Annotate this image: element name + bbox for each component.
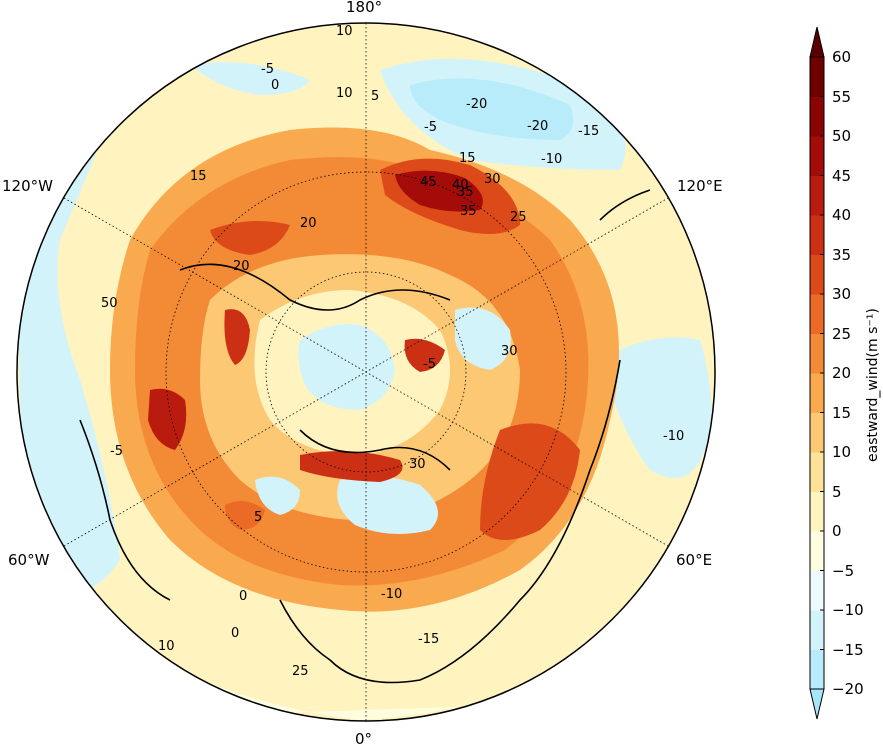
contour-label: -10 (663, 429, 684, 444)
colorbar-segment (810, 215, 824, 255)
colorbar-segment (810, 412, 824, 453)
colorbar-segment (810, 452, 824, 492)
contour-label: 0 (239, 589, 247, 604)
contour-region (404, 338, 445, 372)
colorbar-tick-label: 45 (832, 166, 852, 185)
contour-label: 50 (101, 296, 118, 311)
colorbar-unit: (m s⁻¹) (865, 308, 881, 358)
contour-label: 5 (254, 510, 262, 525)
colorbar-segment (810, 649, 824, 690)
colorbar-extend-high (809, 26, 825, 58)
contour-label: 5 (371, 89, 379, 104)
contour-region (300, 451, 403, 482)
colorbar-tick-label: 10 (832, 443, 852, 461)
colorbar-tick-label: −10 (832, 601, 864, 619)
contour-label: -5 (110, 444, 123, 459)
colorbar-segment (810, 175, 824, 216)
graticule (63, 197, 669, 547)
contour-label: 35 (460, 204, 477, 219)
contour-region (210, 221, 290, 255)
colorbar-segment (810, 57, 824, 97)
contour-label: 35 (457, 185, 474, 200)
contour-label: 10 (336, 24, 353, 39)
colorbar-tick-label: −15 (832, 640, 864, 659)
map-boundary (16, 22, 716, 722)
colorbar-tick-label: 50 (832, 127, 852, 145)
contour-label: 15 (190, 169, 207, 184)
contour-region (410, 78, 574, 140)
colorbar-tick-label: 55 (832, 87, 852, 106)
contour-region (190, 62, 310, 95)
colorbar-tick-label: 15 (832, 403, 852, 422)
contour-region (600, 337, 712, 479)
colorbar-tick-label: 25 (832, 324, 852, 343)
contour-region (395, 170, 483, 212)
colorbar-tick-label: −5 (832, 561, 855, 580)
colorbar-segment (810, 373, 824, 413)
coastline (79, 189, 651, 684)
contour-label: -5 (423, 357, 436, 372)
longitude-label-60e: 60°E (676, 551, 713, 569)
graticule (165, 171, 567, 573)
contour-label: 25 (292, 664, 309, 679)
colorbar-tick-label: 0 (832, 522, 842, 540)
contour-label: 0 (271, 78, 279, 93)
colorbar-tick-label: −20 (832, 680, 864, 698)
colorbar-segment (810, 96, 824, 137)
colorbar-tick-label: 30 (832, 285, 852, 303)
contour-label: -20 (466, 97, 487, 112)
contour-label: -5 (424, 120, 437, 135)
colorbar-title: eastward_wind(m s⁻¹) (865, 308, 881, 462)
contour-label: 20 (300, 216, 317, 231)
colorbar-segment (810, 531, 824, 571)
colorbar-segment (810, 294, 824, 334)
contour-region (148, 388, 187, 450)
colorbar-label: eastward_wind (865, 357, 881, 462)
contour-label: 10 (336, 86, 353, 101)
contour-label: -20 (527, 119, 548, 134)
colorbar-tick-label: 35 (832, 245, 852, 264)
longitude-label-120e: 120°E (677, 177, 723, 195)
contour-region (337, 476, 438, 534)
contour-label: 10 (158, 639, 175, 654)
contour-label: 0 (231, 626, 239, 641)
contour-label: 45 (420, 175, 437, 190)
colorbar-segment (810, 610, 824, 650)
contour-label: 15 (459, 151, 476, 166)
colorbar-tick-label: 60 (832, 48, 852, 66)
contour-label: -10 (541, 152, 562, 167)
longitude-label-60w: 60°W (8, 551, 50, 569)
colorbar-tick-label: 5 (832, 482, 842, 501)
contour-label: -15 (578, 124, 599, 139)
contour-label: -15 (418, 632, 439, 647)
contour-label: 20 (233, 259, 250, 274)
contour-label: -5 (261, 62, 274, 77)
colorbar-tick-label: 40 (832, 206, 852, 224)
colorbar-segment (810, 254, 824, 295)
longitude-label-0: 0° (355, 730, 373, 748)
colorbar-extend-low (809, 688, 825, 720)
colorbar-segment (810, 570, 824, 611)
contour-label: 30 (484, 172, 501, 187)
contour-label: 30 (501, 344, 518, 359)
contour-label: -10 (381, 587, 402, 602)
graticule (265, 271, 467, 473)
contour-region (298, 324, 395, 410)
contour-region (255, 476, 300, 515)
colorbar-tick-label: 20 (832, 364, 852, 382)
contour-region (455, 307, 511, 370)
contour-region (224, 309, 250, 365)
contour-label: 30 (409, 457, 426, 472)
colorbar-segment (810, 491, 824, 532)
contour-label: 40 (452, 178, 469, 193)
contour-label: 25 (510, 210, 527, 225)
longitude-label-180: 180° (346, 0, 383, 16)
colorbar-segment (810, 136, 824, 176)
longitude-label-120w: 120°W (2, 177, 53, 195)
colorbar-segment (810, 333, 824, 374)
